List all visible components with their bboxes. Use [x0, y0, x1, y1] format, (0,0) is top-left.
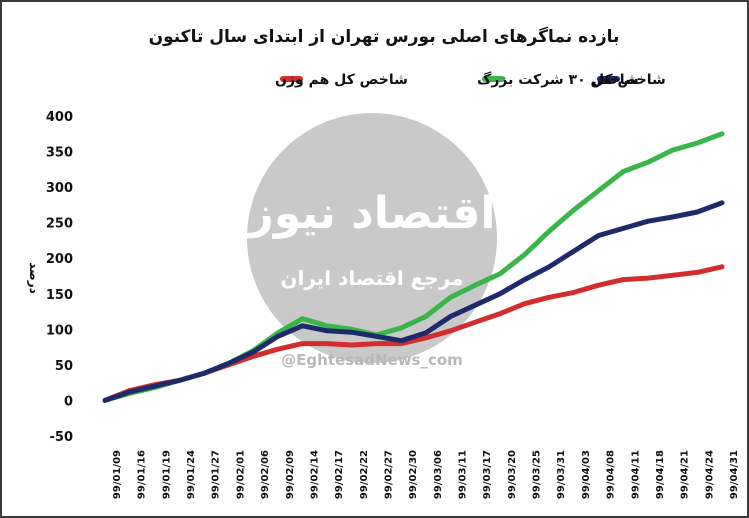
y-tick-label: 400 — [46, 110, 73, 125]
y-tick-label: 0 — [64, 394, 73, 409]
series-lines — [102, 131, 725, 403]
y-axis-label: درصد — [27, 262, 41, 294]
watermark: اقتصاد نیوز مرجع اقتصاد ایران @EghtesadN… — [246, 113, 497, 369]
x-tick-label: 99/04/08 — [606, 450, 617, 499]
x-tick-label: 99/03/20 — [507, 450, 518, 499]
legend-item-total-index: شاخص کل — [592, 72, 666, 88]
watermark-circle — [247, 113, 497, 363]
y-tick-label: 250 — [46, 217, 73, 232]
y-tick-label: 350 — [46, 146, 73, 161]
chart-title: بازده نماگرهای اصلی بورس تهران از ابتدای… — [149, 26, 620, 47]
x-tick-label: 99/02/06 — [260, 450, 271, 499]
y-tick-label: 50 — [55, 359, 73, 374]
x-tick-label: 99/01/27 — [211, 450, 222, 499]
x-tick-label: 99/01/19 — [161, 450, 172, 499]
x-tick-label: 99/03/25 — [532, 450, 543, 499]
x-tick-label: 99/04/21 — [680, 450, 691, 499]
x-tick-label: 99/03/06 — [433, 450, 444, 499]
x-tick-label: 99/02/09 — [285, 450, 296, 499]
x-tick-label: 99/04/31 — [729, 450, 740, 499]
legend: شاخص کل شاخص ۳۰ شرکت بزرگ شاخص کل هم وزن — [275, 71, 666, 88]
legend-label-top30-index: شاخص ۳۰ شرکت بزرگ — [477, 71, 639, 88]
x-tick-label: 99/02/17 — [334, 450, 345, 499]
x-tick-label: 99/04/11 — [630, 450, 641, 499]
legend-item-equal-weight-index: شاخص کل هم وزن — [275, 72, 408, 88]
watermark-url: @EghtesadNews_com — [281, 351, 463, 369]
x-tick-label: 99/04/03 — [581, 450, 592, 499]
x-tick-label: 99/03/31 — [556, 450, 567, 499]
x-axis-ticks: 99/01/09 99/01/16 99/01/19 99/01/24 99/01/27… — [112, 450, 740, 499]
y-axis-ticks: 400 350 300 250 200 150 100 50 0 -50 — [46, 110, 73, 445]
y-tick-label: -50 — [50, 430, 74, 445]
legend-label-total-index: شاخص کل — [592, 72, 666, 88]
y-tick-label: 150 — [46, 288, 73, 303]
watermark-tagline: مرجع اقتصاد ایران — [280, 266, 463, 290]
x-tick-label: 99/02/01 — [235, 450, 246, 499]
x-tick-label: 99/01/09 — [112, 450, 123, 499]
x-tick-label: 99/04/24 — [704, 450, 715, 499]
legend-label-equal-weight-index: شاخص کل هم وزن — [275, 72, 408, 88]
x-tick-label: 99/03/17 — [482, 450, 493, 499]
x-tick-label: 99/03/11 — [458, 450, 469, 499]
x-tick-label: 99/02/14 — [309, 450, 320, 499]
x-tick-label: 99/02/30 — [408, 450, 419, 499]
x-tick-label: 99/04/18 — [655, 450, 666, 499]
x-tick-label: 99/02/22 — [359, 450, 370, 499]
x-tick-label: 99/01/16 — [137, 450, 148, 499]
watermark-brand: اقتصاد نیوز — [246, 188, 495, 239]
y-tick-label: 200 — [46, 252, 73, 267]
y-tick-label: 100 — [46, 323, 73, 338]
y-tick-label: 300 — [46, 181, 73, 196]
x-tick-label: 99/01/24 — [186, 450, 197, 499]
line-total-index — [102, 200, 725, 403]
x-tick-label: 99/02/27 — [383, 450, 394, 499]
legend-item-top30-index: شاخص ۳۰ شرکت بزرگ — [477, 71, 639, 88]
